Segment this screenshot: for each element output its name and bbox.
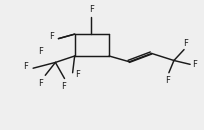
Text: F: F [50, 32, 54, 41]
Text: F: F [23, 62, 28, 71]
Text: F: F [89, 5, 94, 14]
Text: F: F [183, 39, 187, 48]
Text: F: F [75, 70, 80, 79]
Text: F: F [61, 82, 66, 91]
Text: F: F [165, 76, 170, 85]
Text: F: F [38, 47, 43, 56]
Text: F: F [192, 60, 197, 69]
Text: F: F [38, 79, 43, 87]
